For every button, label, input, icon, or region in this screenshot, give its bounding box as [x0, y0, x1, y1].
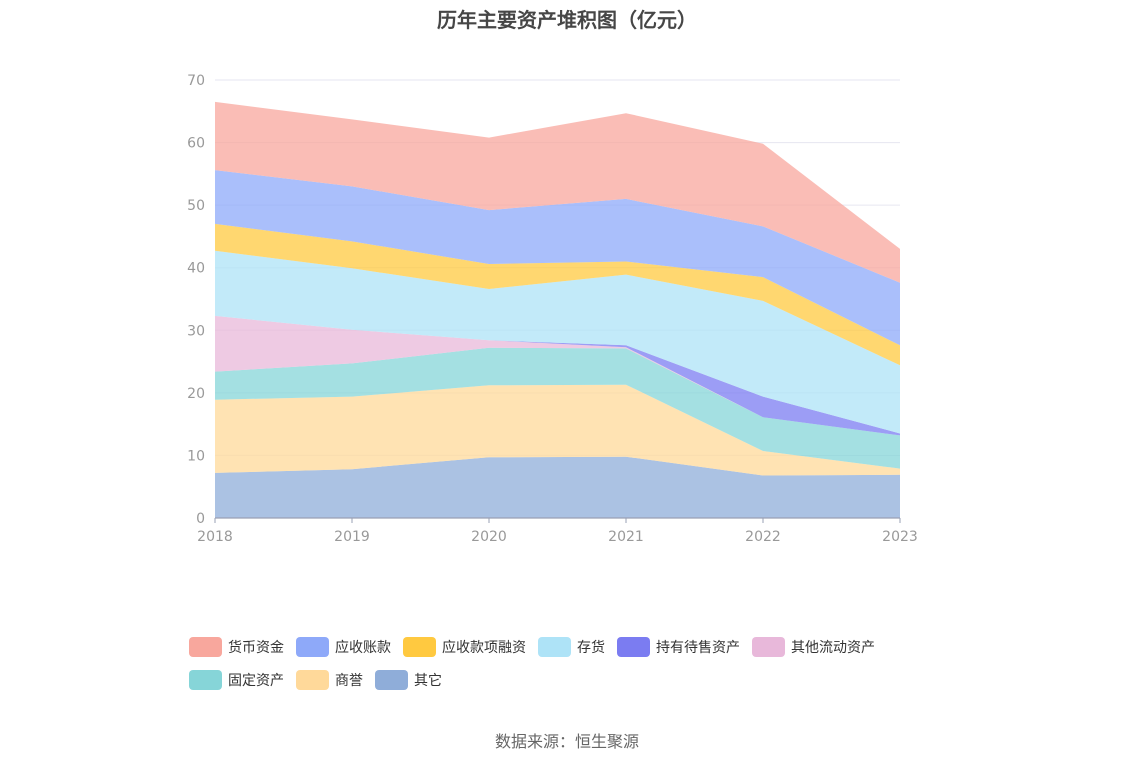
legend-swatch — [296, 636, 329, 657]
x-tick-label: 2021 — [608, 529, 644, 545]
legend-swatch — [403, 636, 436, 657]
legend-label: 应收账款 — [335, 639, 391, 656]
y-tick-label: 20 — [187, 386, 205, 402]
legend-label: 货币资金 — [228, 639, 284, 656]
x-tick-label: 2020 — [471, 529, 507, 545]
legend-swatch — [189, 636, 222, 657]
legend-row-1: 货币资金 应收账款 应收款项融资 存货 持有待售资产 其他流动资产 — [189, 630, 979, 663]
area-series-2 — [215, 347, 900, 469]
legend-label: 应收款项融资 — [442, 639, 526, 656]
y-tick-label: 40 — [187, 261, 205, 277]
axes: 0 10 20 30 40 50 60 70 2018 2019 2020 2021 2022 2023 — [187, 73, 918, 545]
legend-item[interactable]: 货币资金 — [189, 636, 284, 657]
legend-label: 持有待售资产 — [656, 639, 740, 656]
legend: 货币资金 应收账款 应收款项融资 存货 持有待售资产 其他流动资产 固定资产 商誉 其它 — [189, 630, 979, 696]
legend-label: 存货 — [577, 639, 605, 656]
legend-label: 固定资产 — [228, 672, 284, 689]
legend-row-2: 固定资产 商誉 其它 — [189, 663, 979, 696]
y-tick-label: 70 — [187, 73, 205, 89]
y-tick-label: 30 — [187, 323, 205, 339]
data-source: 数据来源：恒生聚源 — [494, 732, 639, 751]
x-tick-label: 2023 — [882, 529, 918, 545]
legend-label: 商誉 — [335, 672, 363, 689]
y-tick-label: 10 — [187, 448, 205, 464]
y-tick-label: 50 — [187, 198, 205, 214]
area-series-0 — [215, 456, 900, 518]
legend-label: 其它 — [414, 672, 442, 689]
legend-swatch — [296, 669, 329, 690]
legend-swatch — [538, 636, 571, 657]
x-tick-label: 2022 — [745, 529, 781, 545]
legend-item[interactable]: 固定资产 — [189, 669, 284, 690]
area-series-6 — [215, 223, 900, 366]
x-tick-label: 2019 — [334, 529, 370, 545]
area-series-5 — [215, 250, 900, 434]
chart-title: 历年主要资产堆积图（亿元） — [437, 8, 697, 32]
area-series-8 — [215, 101, 900, 283]
legend-item[interactable]: 应收款项融资 — [403, 636, 526, 657]
area-series-1 — [215, 384, 900, 476]
legend-item[interactable]: 存货 — [538, 636, 605, 657]
legend-item[interactable]: 其它 — [375, 669, 442, 690]
legend-item[interactable]: 商誉 — [296, 669, 363, 690]
area-series — [215, 101, 900, 518]
area-series-7 — [215, 170, 900, 346]
legend-item[interactable]: 持有待售资产 — [617, 636, 740, 657]
area-series-4 — [215, 315, 900, 436]
area-series-3 — [215, 315, 900, 436]
legend-swatch — [375, 669, 408, 690]
legend-item[interactable]: 其他流动资产 — [752, 636, 875, 657]
legend-swatch — [752, 636, 785, 657]
legend-swatch — [617, 636, 650, 657]
legend-swatch — [189, 669, 222, 690]
x-tick-label: 2018 — [197, 529, 233, 545]
legend-item[interactable]: 应收账款 — [296, 636, 391, 657]
y-tick-label: 60 — [187, 136, 205, 152]
y-tick-label: 0 — [196, 511, 205, 527]
legend-label: 其他流动资产 — [791, 639, 875, 656]
